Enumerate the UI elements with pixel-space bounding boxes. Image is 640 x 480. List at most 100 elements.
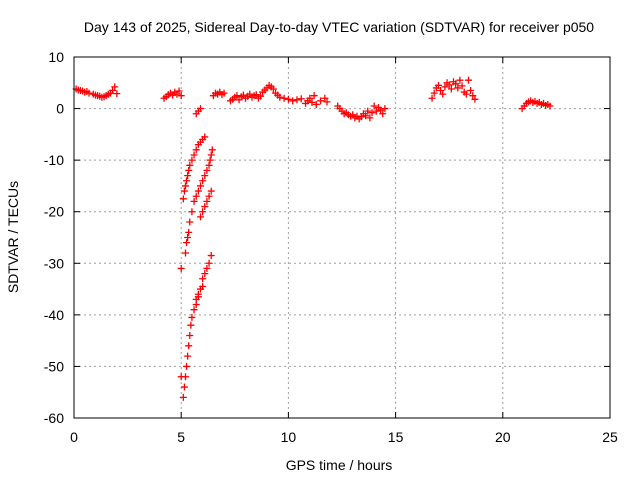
data-point	[188, 208, 196, 216]
data-point	[113, 90, 121, 98]
data-point	[454, 84, 462, 92]
axis-ticks: 0 5 10 15 20 25 -60 -50 -40 -30 -20 -10 0 10	[44, 49, 618, 445]
data-point	[179, 393, 187, 401]
data-point	[192, 192, 200, 200]
data-point	[180, 187, 188, 195]
data-point	[201, 133, 209, 141]
series-arc-8	[177, 187, 215, 381]
data-point	[293, 96, 301, 104]
data-point	[183, 362, 191, 370]
data-point	[177, 92, 185, 100]
x-tick-label: 20	[495, 429, 511, 445]
series-arc-3	[160, 87, 185, 102]
x-tick-label: 0	[70, 429, 78, 445]
data-point	[289, 97, 297, 105]
data-point	[185, 342, 193, 350]
data-point	[252, 91, 260, 99]
data-point	[203, 197, 211, 205]
data-point	[186, 331, 194, 339]
y-tick-label: 0	[56, 101, 64, 117]
y-tick-label: -10	[44, 152, 64, 168]
data-point	[297, 95, 305, 103]
data-point	[194, 187, 202, 195]
data-point	[462, 90, 470, 98]
data-point	[192, 146, 200, 154]
data-point	[546, 102, 554, 110]
data-point	[366, 114, 374, 122]
data-point	[312, 100, 320, 108]
data-point	[469, 92, 477, 100]
series-arc-7	[179, 252, 215, 401]
data-point	[377, 106, 385, 114]
y-tick-label: -40	[44, 307, 64, 323]
data-point	[207, 187, 215, 195]
data-point	[190, 306, 198, 314]
data-point	[190, 151, 198, 159]
data-point	[362, 112, 370, 120]
data-point	[199, 177, 207, 185]
data-point	[208, 146, 216, 154]
data-point	[317, 97, 325, 105]
data-point	[276, 93, 284, 101]
data-point	[183, 239, 191, 247]
data-point	[207, 252, 215, 260]
data-point	[199, 208, 207, 216]
data-point	[220, 89, 228, 97]
data-point	[199, 282, 207, 290]
data-point	[185, 166, 193, 174]
data-point	[196, 105, 204, 113]
data-point	[321, 94, 329, 102]
data-point	[257, 92, 265, 100]
data-point	[188, 313, 196, 321]
data-point	[206, 156, 214, 164]
series-arc-2	[89, 83, 121, 101]
data-point	[179, 195, 187, 203]
y-tick-label: -30	[44, 255, 64, 271]
series-arc-6	[177, 105, 204, 272]
series-arc-1	[72, 85, 93, 97]
data-point	[233, 92, 241, 100]
data-point	[199, 275, 207, 283]
data-point	[439, 90, 447, 98]
data-point	[205, 192, 213, 200]
series-arc-10	[227, 81, 305, 105]
data-point	[379, 110, 387, 118]
data-point	[471, 95, 479, 103]
chart-title: Day 143 of 2025, Sidereal Day-to-day VTE…	[84, 19, 594, 35]
data-point	[308, 98, 316, 106]
data-points	[72, 76, 554, 401]
data-point	[205, 259, 213, 267]
series-arc-13	[428, 76, 479, 103]
data-point	[458, 82, 466, 90]
x-tick-label: 10	[281, 429, 297, 445]
data-point	[194, 293, 202, 301]
data-point	[467, 87, 475, 95]
y-axis-label: SDTVAR / TECUs	[5, 181, 21, 293]
data-point	[109, 87, 117, 95]
x-axis-label: GPS time / hours	[286, 457, 393, 473]
data-point	[441, 83, 449, 91]
data-point	[364, 107, 372, 115]
x-tick-label: 25	[602, 429, 618, 445]
data-point	[201, 270, 209, 278]
data-point	[187, 321, 195, 329]
series-arc-4	[179, 133, 209, 203]
data-point	[428, 94, 436, 102]
data-point	[452, 80, 460, 88]
data-point	[464, 76, 472, 84]
data-point	[370, 102, 378, 110]
data-point	[207, 151, 215, 159]
data-point	[310, 92, 318, 100]
data-point	[201, 172, 209, 180]
x-tick-label: 15	[388, 429, 404, 445]
data-point	[205, 161, 213, 169]
data-point	[434, 81, 442, 89]
data-point	[186, 218, 194, 226]
data-point	[184, 352, 192, 360]
data-point	[306, 94, 314, 102]
series-arc-14	[518, 97, 554, 113]
data-point	[175, 87, 183, 95]
y-tick-label: -50	[44, 358, 64, 374]
